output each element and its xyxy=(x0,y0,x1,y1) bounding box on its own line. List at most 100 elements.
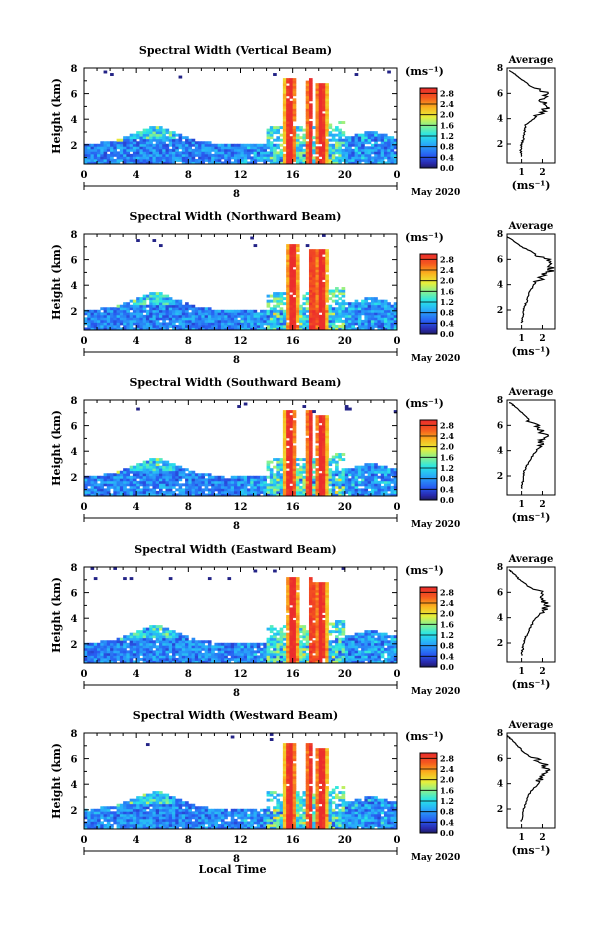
heatmap-cell xyxy=(175,470,179,474)
heatmap-cell xyxy=(162,131,166,135)
heatmap-cell xyxy=(322,465,326,469)
heatmap-cell xyxy=(282,412,287,416)
heatmap-cell xyxy=(286,90,290,94)
heatmap-cell xyxy=(139,483,144,487)
heatmap-cell xyxy=(312,607,316,611)
heatmap-cell xyxy=(152,146,157,150)
heatmap-cell xyxy=(308,625,313,629)
heatmap-cell xyxy=(266,133,271,137)
heatmap-cell xyxy=(282,100,287,104)
heatmap-cell xyxy=(325,261,329,265)
heatmap-cell xyxy=(295,468,300,472)
heatmap-cell xyxy=(119,307,124,311)
heatmap-cell xyxy=(204,322,209,326)
heatmap-cell xyxy=(305,440,310,444)
heatmap-cell xyxy=(348,151,352,155)
heatmap-cell xyxy=(139,141,144,145)
heatmap-cell xyxy=(123,322,127,326)
heatmap-cell xyxy=(292,635,297,639)
colorbar-segment xyxy=(420,262,437,265)
x-tick-label: 0 xyxy=(394,502,401,513)
heatmap-cell xyxy=(308,647,313,651)
heatmap-cell xyxy=(286,592,290,596)
heatmap-cell xyxy=(325,153,329,157)
heatmap-cell xyxy=(367,148,372,152)
heatmap-cell xyxy=(289,584,294,588)
heatmap-cell xyxy=(194,151,199,155)
heatmap-cell xyxy=(198,156,202,160)
heatmap-cell xyxy=(364,151,369,155)
heatmap-cell xyxy=(103,324,108,328)
heatmap-cell xyxy=(308,488,313,492)
heatmap-cell xyxy=(295,655,300,659)
heatmap-cell xyxy=(87,652,91,656)
heatmap-cell xyxy=(145,660,150,664)
heatmap-cell xyxy=(289,261,294,265)
heatmap-cell xyxy=(165,632,170,636)
heatmap-cell xyxy=(318,485,323,489)
heatmap-cell xyxy=(97,158,101,162)
heatmap-cell xyxy=(185,637,189,641)
heatmap-cell xyxy=(318,146,323,150)
heatmap-cell xyxy=(201,478,206,482)
heatmap-cell xyxy=(224,652,228,656)
heatmap-cell xyxy=(152,458,157,462)
heatmap-cell xyxy=(152,133,157,137)
heatmap-cell xyxy=(110,317,114,321)
heatmap-cell xyxy=(132,307,137,311)
heatmap-cell xyxy=(240,483,245,487)
heatmap-cell xyxy=(145,640,150,644)
heatmap-cell xyxy=(305,417,310,421)
heatmap-cell xyxy=(142,483,147,487)
heatmap-cell xyxy=(178,317,183,321)
heatmap-cell xyxy=(370,304,375,308)
heatmap-cell xyxy=(188,148,192,152)
heatmap-cell xyxy=(269,490,274,494)
heatmap-cell xyxy=(178,468,183,472)
heatmap-cell xyxy=(142,630,147,634)
heatmap-cell xyxy=(178,304,183,308)
heatmap-cell xyxy=(204,143,209,147)
heatmap-cell xyxy=(387,136,391,140)
heatmap-cell xyxy=(100,488,104,492)
heatmap-cell xyxy=(279,148,284,152)
heatmap-cell xyxy=(97,660,101,664)
heatmap-cell xyxy=(103,70,108,74)
heatmap-cell xyxy=(344,317,349,321)
heatmap-cell xyxy=(158,473,163,477)
heatmap-cell xyxy=(97,485,101,489)
heatmap-cell xyxy=(178,483,183,487)
heatmap-cell xyxy=(152,304,157,308)
heatmap-cell xyxy=(158,312,163,316)
heatmap-cell xyxy=(302,153,307,157)
heatmap-cell xyxy=(312,488,316,492)
heatmap-cell xyxy=(260,650,264,654)
heatmap-cell xyxy=(322,437,326,441)
heatmap-cell xyxy=(217,312,222,316)
heatmap-cell xyxy=(305,131,310,135)
heatmap-cell xyxy=(142,485,147,489)
heatmap-cell xyxy=(142,297,147,301)
heatmap-cell xyxy=(393,327,398,331)
heatmap-cell xyxy=(344,319,349,323)
heatmap-cell xyxy=(178,322,183,326)
heatmap-cell xyxy=(279,478,284,482)
heatmap-cell xyxy=(136,660,140,664)
heatmap-cell xyxy=(289,294,294,298)
heatmap-cell xyxy=(237,312,241,316)
heatmap-cell xyxy=(308,490,313,494)
heatmap-cell xyxy=(286,105,290,109)
heatmap-cell xyxy=(289,448,294,451)
heatmap-cell xyxy=(175,156,179,160)
heatmap-cell xyxy=(273,650,277,654)
heatmap-cell xyxy=(103,327,108,331)
heatmap-cell xyxy=(191,647,196,651)
heatmap-cell xyxy=(110,151,114,155)
heatmap-cell xyxy=(351,468,356,472)
heatmap-cell xyxy=(207,322,212,326)
heatmap-cell xyxy=(364,148,369,152)
heatmap-cell xyxy=(198,488,202,492)
heatmap-cell xyxy=(295,478,300,482)
heatmap-cell xyxy=(292,105,297,109)
heatmap-cell xyxy=(302,138,307,142)
